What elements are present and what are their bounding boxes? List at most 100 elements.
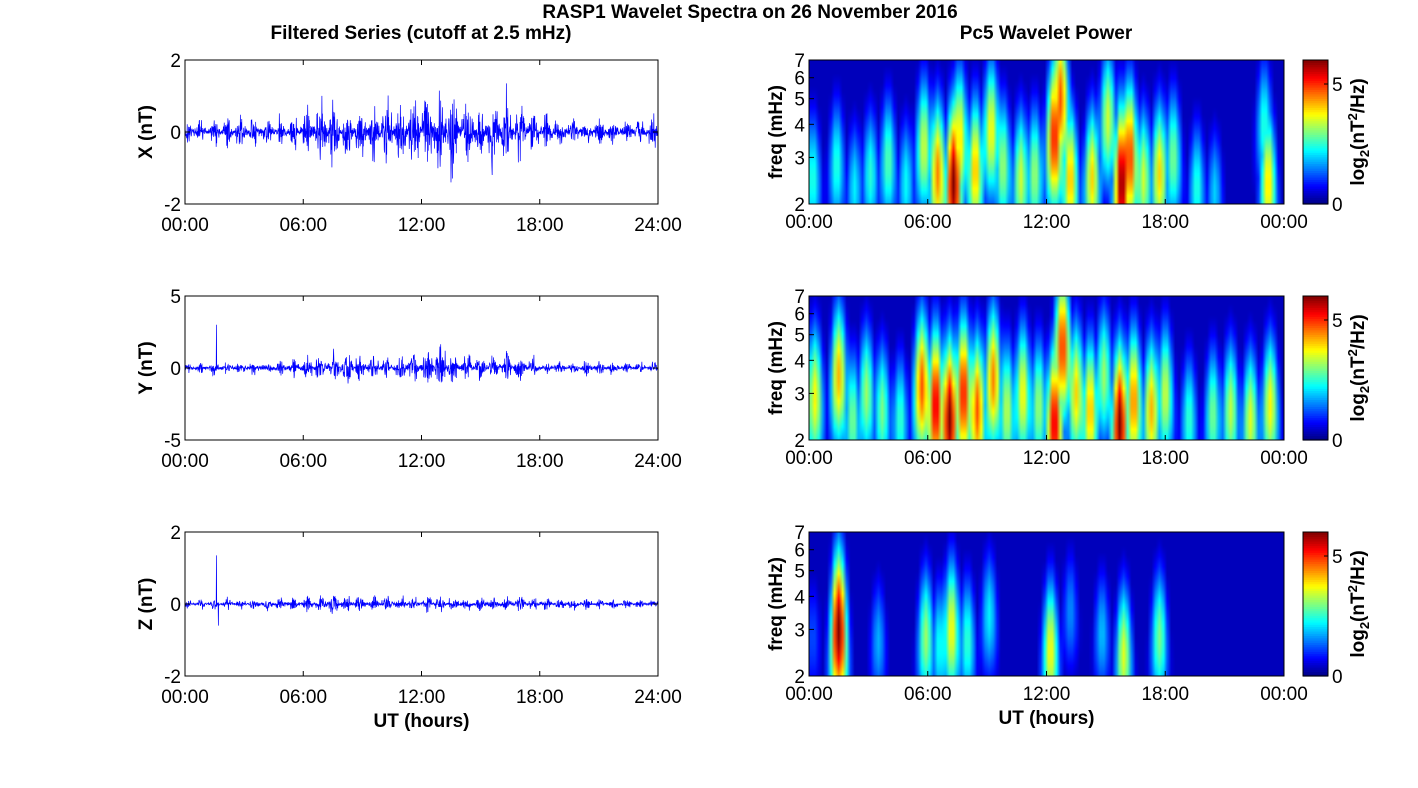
colorbar-swatch [1303, 658, 1328, 661]
colorbar-swatch [1303, 183, 1328, 187]
colorbar-swatch [1303, 197, 1328, 201]
colorbar-tick-label: 5 [1332, 311, 1343, 332]
colorbar-swatch [1303, 316, 1328, 320]
colorbar-swatch [1303, 159, 1328, 162]
colorbar-label: log2(nT2/Hz) [1345, 550, 1372, 657]
x-tick-label: 00:00 [785, 448, 833, 469]
colorbar-swatch [1303, 356, 1328, 360]
colorbar-swatch [1303, 323, 1328, 326]
colorbar-swatch [1303, 655, 1328, 659]
colorbar-label: log2(nT2/Hz) [1345, 314, 1372, 421]
colorbar-swatch [1303, 134, 1328, 138]
colorbar-swatch [1303, 565, 1328, 569]
colorbar-swatch [1303, 377, 1328, 380]
colorbar-swatch [1303, 190, 1328, 194]
colorbar-swatch [1303, 613, 1328, 616]
y-tick-label: -2 [164, 667, 181, 688]
series-panel-z: 2 0 -200:00 06:00 12:00 18:00 24:00 Z (nT) UT (h… [136, 523, 682, 732]
colorbar-swatch [1303, 201, 1328, 205]
colorbar-swatch [1303, 87, 1328, 90]
colorbar-swatch [1303, 107, 1328, 111]
colorbar-swatch [1303, 64, 1328, 68]
colorbar-swatch [1303, 69, 1328, 72]
colorbar-swatch [1303, 370, 1328, 374]
colorbar-swatch [1303, 547, 1328, 551]
colorbar-swatch [1303, 413, 1328, 416]
colorbar-swatch [1303, 307, 1328, 311]
colorbar-swatch [1303, 433, 1328, 437]
colorbar-swatch [1303, 404, 1328, 407]
colorbar-swatch [1303, 82, 1328, 86]
colorbar-swatch [1303, 626, 1328, 630]
y-tick-label: 2 [794, 431, 805, 452]
colorbar-swatch [1303, 599, 1328, 603]
colorbar-swatch [1303, 397, 1328, 401]
colorbar-swatch [1303, 78, 1328, 81]
y-tick-label: 6 [794, 305, 805, 326]
colorbar-swatch [1303, 174, 1328, 178]
colorbar-swatch [1303, 642, 1328, 646]
y-tick-label: 4 [794, 115, 805, 136]
colorbar-swatch [1303, 534, 1328, 538]
colorbar-swatch [1303, 581, 1328, 585]
colorbar-swatch [1303, 143, 1328, 147]
y-tick-label: 3 [794, 620, 805, 641]
colorbar-swatch [1303, 361, 1328, 365]
colorbar-tick-label: 0 [1332, 195, 1343, 216]
y-tick-label: 5 [170, 287, 181, 308]
colorbar-swatch [1303, 89, 1328, 93]
colorbar-swatch [1303, 556, 1328, 560]
x-tick-label: 00:00 [161, 687, 209, 708]
colorbar-swatch [1303, 163, 1328, 167]
colorbar-swatch [1303, 298, 1328, 302]
y-tick-label: 0 [170, 359, 181, 380]
x-tick-label: 00:00 [1260, 684, 1308, 705]
colorbar-swatch [1303, 127, 1328, 131]
colorbar-swatch [1303, 195, 1328, 198]
x-tick-label: 24:00 [634, 451, 682, 472]
colorbar-swatch [1303, 118, 1328, 122]
colorbar-swatch [1303, 372, 1328, 376]
colorbar-swatch [1303, 125, 1328, 129]
y-tick-label: 7 [794, 287, 805, 308]
x-tick-label: 00:00 [1260, 448, 1308, 469]
colorbar-swatch [1303, 100, 1328, 104]
colorbar-swatch [1303, 132, 1328, 135]
colorbar-swatch [1303, 138, 1328, 142]
colorbar-swatch [1303, 568, 1328, 571]
colorbar-swatch [1303, 341, 1328, 344]
colorbar-swatch [1303, 111, 1328, 115]
colorbar-tick-label: 5 [1332, 547, 1343, 568]
colorbar-swatch [1303, 332, 1328, 335]
x-axis-label: UT (hours) [373, 711, 469, 732]
colorbar-swatch [1303, 150, 1328, 153]
left-column-title: Filtered Series (cutoff at 2.5 mHz) [271, 23, 572, 44]
colorbar-swatch [1303, 71, 1328, 75]
y-tick-label: 4 [794, 351, 805, 372]
colorbar-swatch [1303, 577, 1328, 580]
x-tick-label: 00:00 [161, 215, 209, 236]
colorbar-swatch [1303, 123, 1328, 126]
colorbar-swatch [1303, 637, 1328, 641]
colorbar-swatch [1303, 572, 1328, 576]
colorbar-swatch [1303, 161, 1328, 165]
y-tick-label: 2 [794, 667, 805, 688]
colorbar-swatch [1303, 532, 1328, 535]
x-tick-label: 00:00 [785, 684, 833, 705]
wavelet-power-heatmap [809, 60, 1284, 204]
colorbar-swatch [1303, 66, 1328, 70]
colorbar-swatch [1303, 399, 1328, 403]
x-tick-label: 00:00 [1260, 212, 1308, 233]
colorbar-swatch [1303, 550, 1328, 553]
y-tick-label: 6 [794, 69, 805, 90]
colorbar-swatch [1303, 365, 1328, 369]
colorbar-swatch [1303, 559, 1328, 562]
colorbar-swatch [1303, 588, 1328, 592]
colorbar-swatch [1303, 401, 1328, 405]
colorbar-swatch [1303, 141, 1328, 144]
colorbar-swatch [1303, 320, 1328, 324]
colorbar-swatch [1303, 552, 1328, 556]
